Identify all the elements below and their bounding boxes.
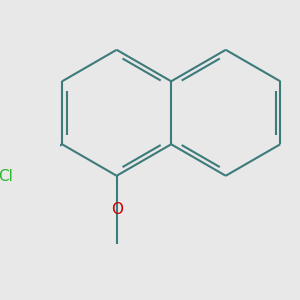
Text: Cl: Cl [0,169,13,184]
Text: O: O [111,202,123,217]
